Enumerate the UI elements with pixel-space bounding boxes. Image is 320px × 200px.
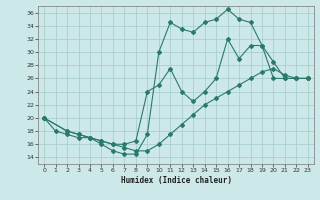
X-axis label: Humidex (Indice chaleur): Humidex (Indice chaleur) <box>121 176 231 185</box>
